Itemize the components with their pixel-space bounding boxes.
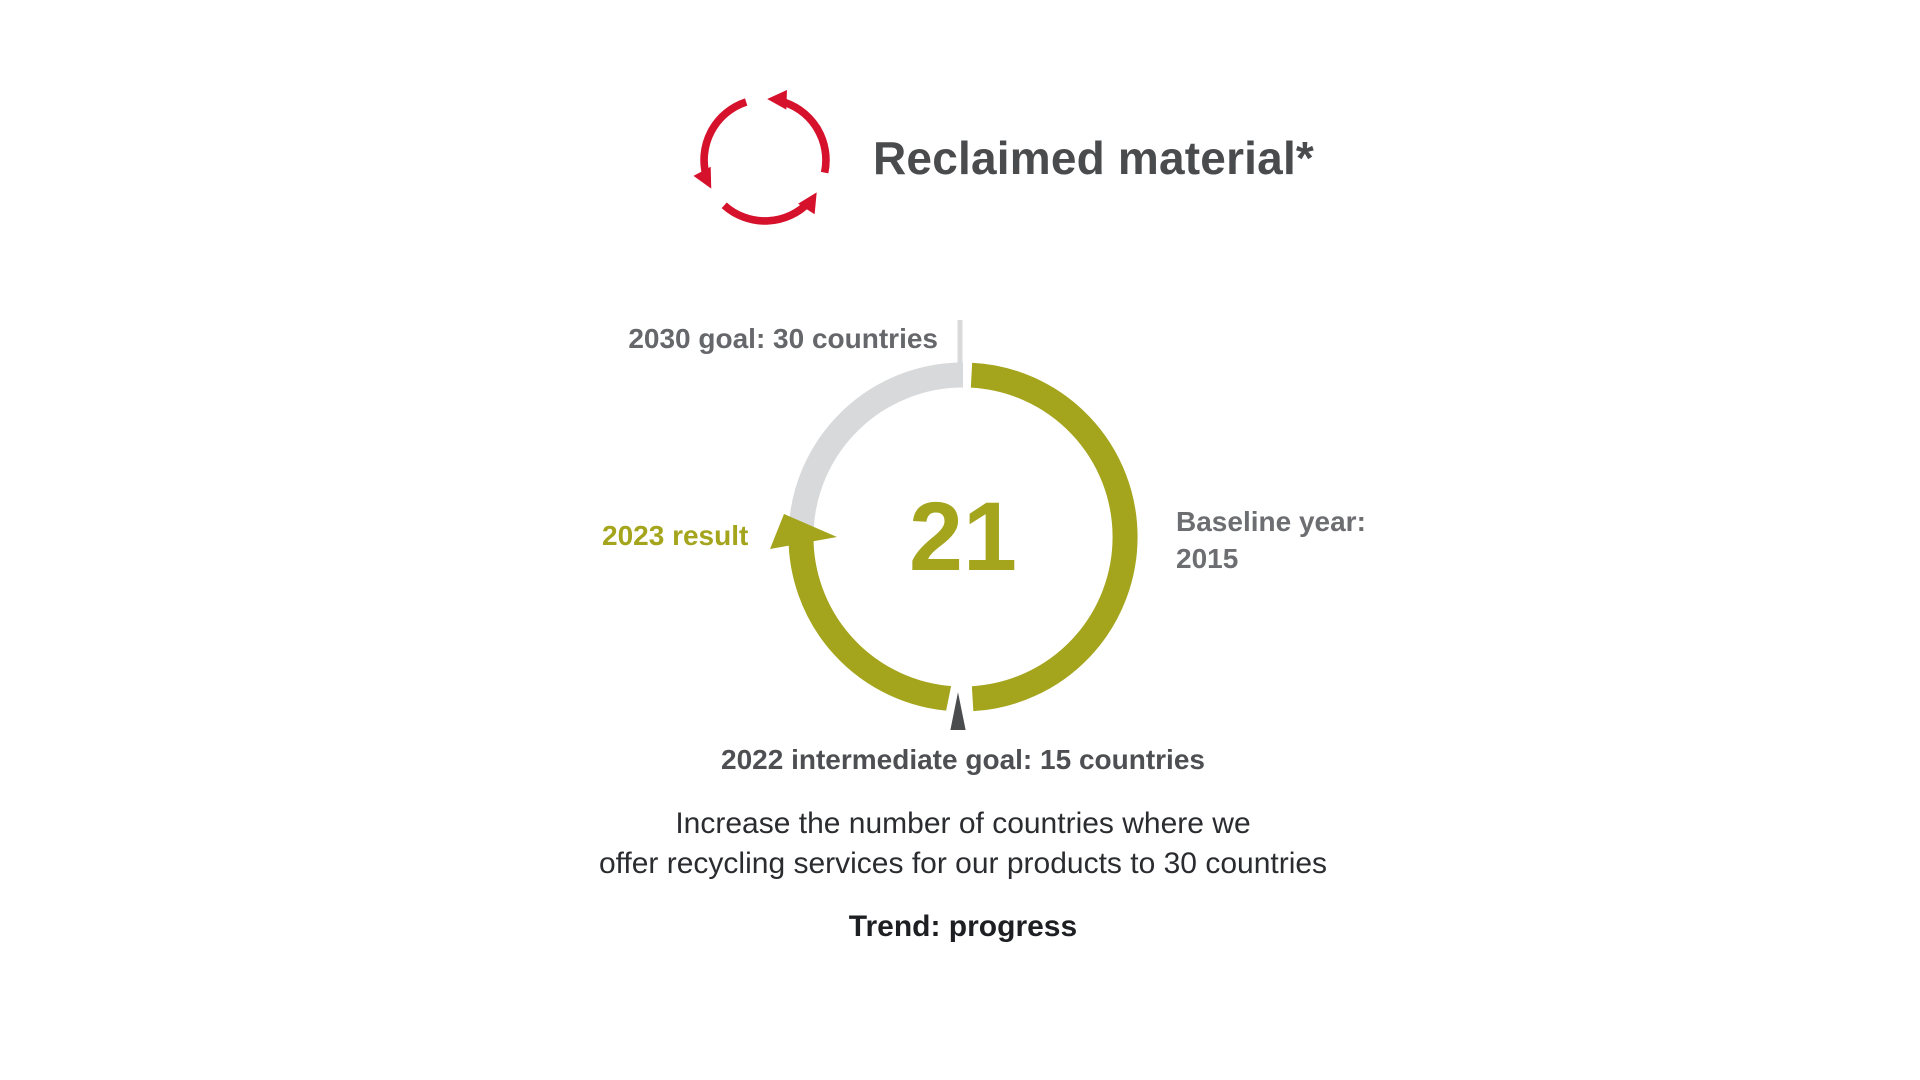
- gauge-center-value: 21: [909, 482, 1017, 591]
- intermediate-goal-label: 2022 intermediate goal: 15 countries: [721, 744, 1205, 775]
- recycle-arrows-icon: [693, 90, 830, 225]
- goal-description-line2: offer recycling services for our product…: [598, 847, 1328, 880]
- baseline-label: Baseline year: 2015: [1176, 503, 1366, 577]
- baseline-label-line1: Baseline year:: [1176, 506, 1366, 537]
- intermediate-goal-marker: [940, 671, 976, 738]
- result-label: 2023 result: [602, 520, 749, 551]
- goal-description-line1: Increase the number of countries where w…: [675, 807, 1251, 840]
- goal-label: 2030 goal: 30 countries: [628, 323, 938, 354]
- page-title: Reclaimed material*: [873, 132, 1315, 184]
- progress-arrowhead: [770, 514, 837, 549]
- trend-label: Trend: progress: [848, 910, 1078, 943]
- goal-description: Increase the number of countries where w…: [463, 804, 1463, 884]
- baseline-label-line2: 2015: [1176, 543, 1239, 574]
